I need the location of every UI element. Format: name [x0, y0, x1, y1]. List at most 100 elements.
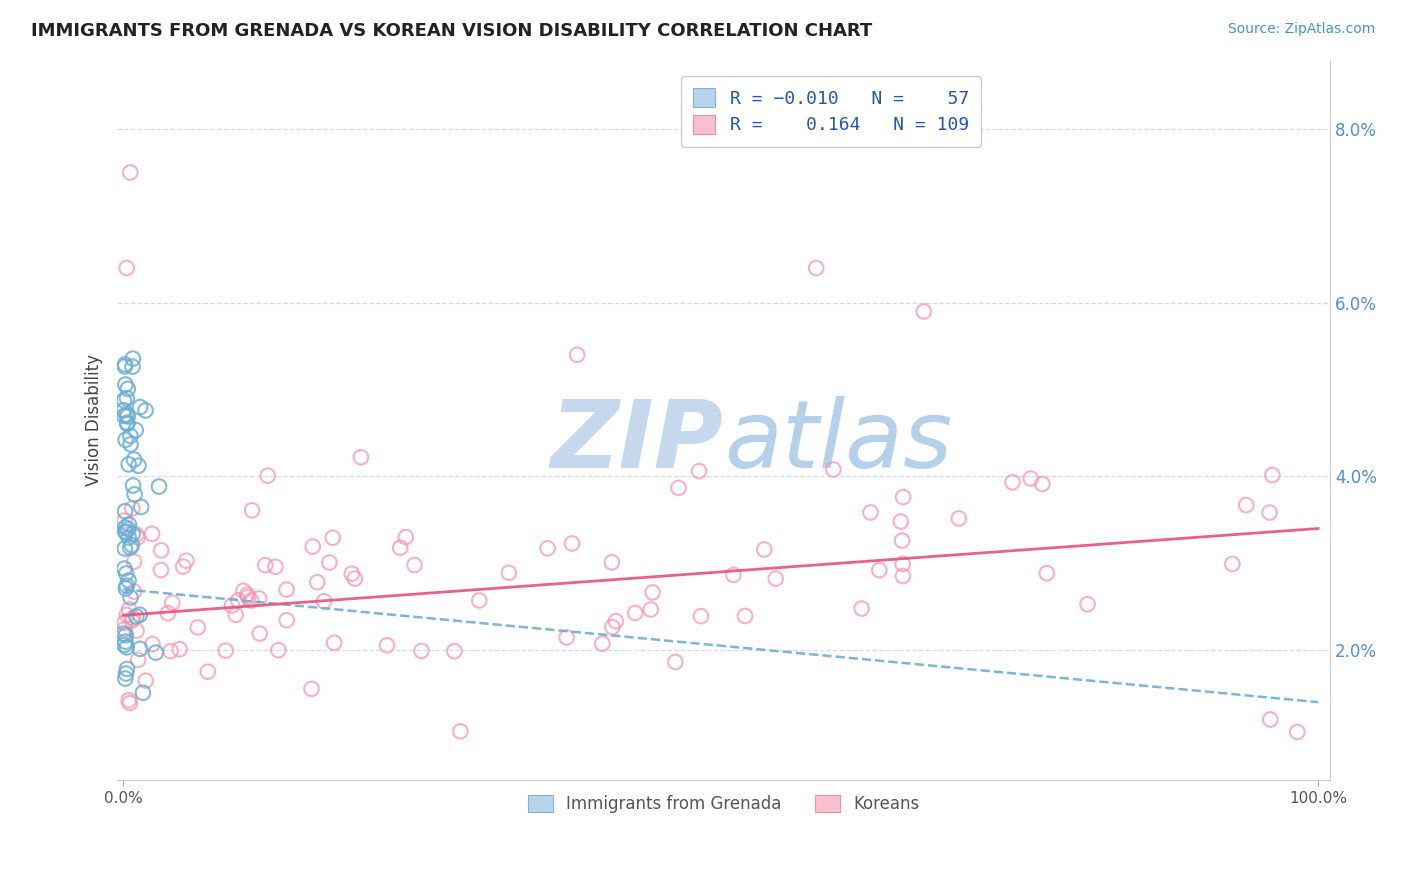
Point	[891, 490, 914, 504]
Point	[172, 559, 194, 574]
Point	[256, 468, 278, 483]
Point	[122, 478, 145, 492]
Point	[806, 260, 828, 275]
Point	[688, 464, 710, 478]
Point	[114, 358, 136, 372]
Point	[117, 574, 139, 588]
Point	[765, 572, 787, 586]
Point	[443, 644, 465, 658]
Point	[125, 423, 148, 437]
Point	[1258, 506, 1281, 520]
Point	[232, 583, 254, 598]
Point	[125, 609, 148, 624]
Point	[1031, 477, 1053, 491]
Point	[1036, 566, 1059, 581]
Point	[145, 646, 167, 660]
Point	[115, 640, 138, 655]
Point	[240, 503, 263, 517]
Point	[221, 599, 243, 613]
Point	[122, 584, 145, 599]
Point	[734, 609, 756, 624]
Point	[375, 638, 398, 652]
Point	[115, 260, 138, 275]
Point	[312, 594, 335, 608]
Point	[117, 416, 139, 430]
Point	[117, 409, 139, 424]
Point	[112, 561, 135, 575]
Point	[115, 628, 138, 642]
Point	[561, 536, 583, 550]
Point	[114, 359, 136, 374]
Point	[868, 563, 890, 577]
Point	[150, 543, 173, 558]
Point	[122, 452, 145, 467]
Point	[301, 681, 323, 696]
Point	[112, 403, 135, 417]
Text: IMMIGRANTS FROM GRENADA VS KOREAN VISION DISABILITY CORRELATION CHART: IMMIGRANTS FROM GRENADA VS KOREAN VISION…	[31, 22, 872, 40]
Point	[247, 591, 270, 606]
Point	[118, 531, 141, 545]
Point	[301, 540, 323, 554]
Point	[114, 504, 136, 518]
Point	[120, 437, 142, 451]
Point	[1222, 557, 1244, 571]
Point	[276, 613, 298, 627]
Point	[117, 382, 139, 396]
Point	[891, 557, 914, 571]
Point	[664, 655, 686, 669]
Point	[127, 530, 149, 544]
Point	[891, 533, 914, 548]
Point	[264, 559, 287, 574]
Point	[115, 391, 138, 405]
Point	[823, 462, 845, 476]
Point	[567, 348, 589, 362]
Point	[115, 607, 138, 622]
Point	[395, 530, 418, 544]
Point	[1001, 475, 1024, 490]
Point	[1261, 468, 1284, 483]
Point	[536, 541, 558, 556]
Point	[120, 541, 142, 555]
Point	[640, 602, 662, 616]
Point	[114, 433, 136, 447]
Point	[891, 569, 914, 583]
Point	[226, 593, 249, 607]
Point	[118, 602, 141, 616]
Point	[890, 515, 912, 529]
Point	[350, 450, 373, 465]
Point	[117, 522, 139, 536]
Point	[120, 429, 142, 443]
Point	[591, 637, 613, 651]
Point	[668, 481, 690, 495]
Point	[121, 359, 143, 374]
Point	[555, 631, 578, 645]
Point	[121, 611, 143, 625]
Text: ZIP: ZIP	[551, 395, 724, 488]
Point	[112, 393, 135, 408]
Point	[124, 487, 146, 501]
Point	[112, 409, 135, 423]
Point	[215, 643, 238, 657]
Point	[851, 601, 873, 615]
Point	[498, 566, 520, 580]
Point	[128, 607, 150, 622]
Point	[125, 527, 148, 541]
Point	[122, 555, 145, 569]
Point	[120, 591, 142, 605]
Point	[127, 458, 149, 473]
Point	[114, 524, 136, 539]
Point	[148, 479, 170, 493]
Point	[468, 593, 491, 607]
Point	[411, 644, 433, 658]
Point	[1019, 471, 1042, 485]
Point	[117, 693, 139, 707]
Point	[389, 541, 412, 555]
Point	[115, 566, 138, 581]
Point	[404, 558, 426, 572]
Point	[121, 351, 143, 366]
Point	[141, 637, 163, 651]
Point	[690, 609, 713, 624]
Legend: Immigrants from Grenada, Koreans: Immigrants from Grenada, Koreans	[515, 781, 932, 826]
Point	[187, 620, 209, 634]
Point	[600, 555, 623, 569]
